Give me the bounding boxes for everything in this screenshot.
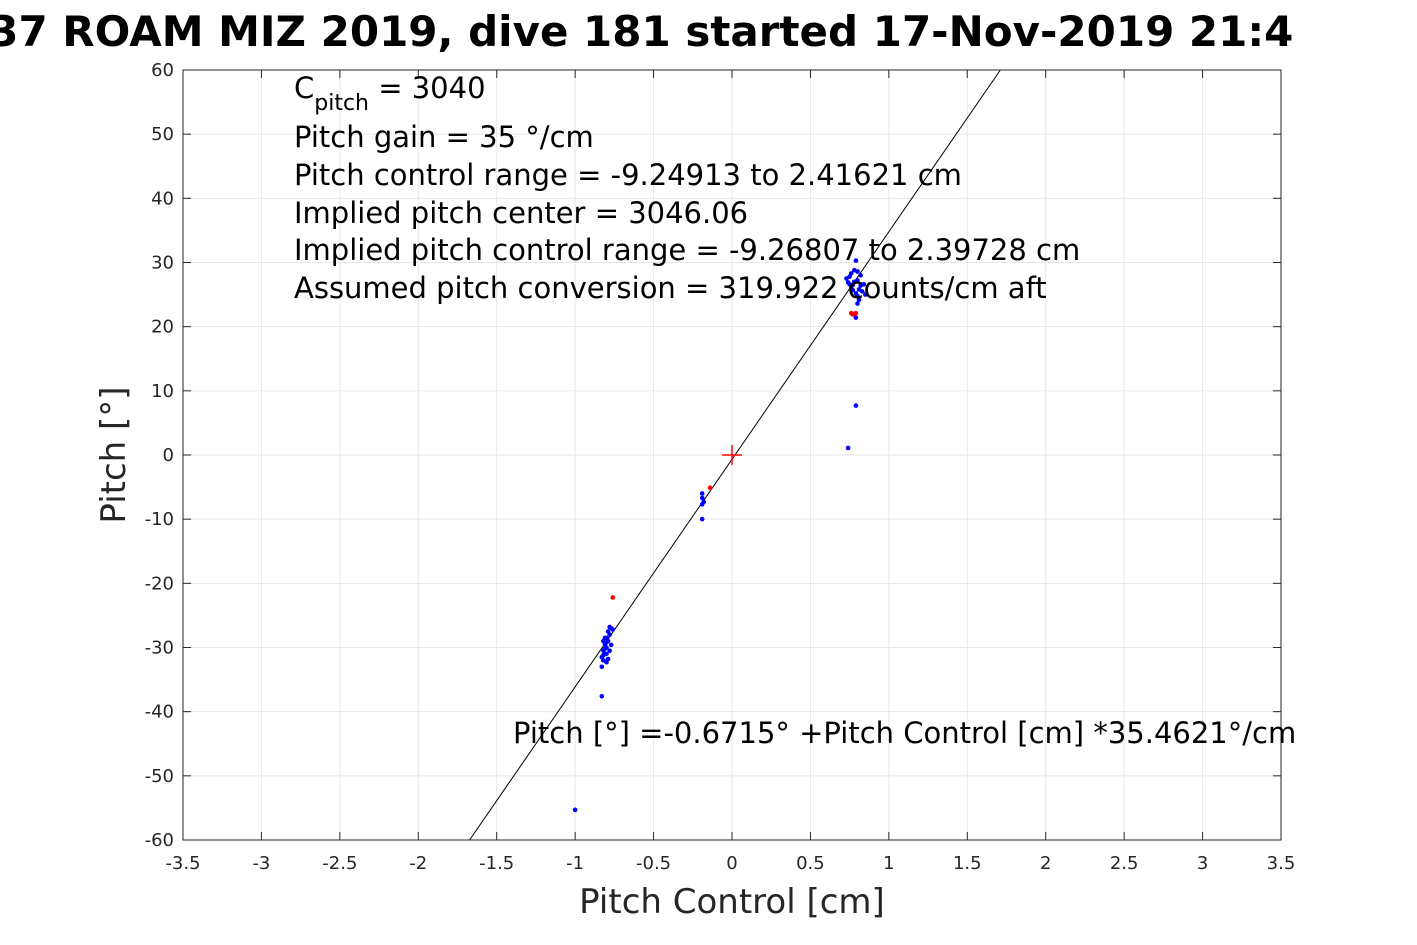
x-tick-label: 0: [726, 853, 737, 874]
data-points: [572, 258, 868, 813]
data-point-blue: [604, 640, 609, 645]
y-tick-label: -60: [145, 830, 174, 851]
data-point-blue: [853, 403, 859, 408]
data-point-blue: [601, 652, 606, 658]
x-tick-label: -3.5: [165, 853, 200, 874]
x-tick-label: 2.5: [1110, 853, 1139, 874]
x-tick-label: 2: [1040, 853, 1051, 874]
data-point-blue: [607, 624, 612, 630]
x-tick-label: -3: [252, 853, 270, 874]
y-tick-label: 10: [151, 381, 174, 402]
x-tick-label: 3.5: [1267, 853, 1296, 874]
data-point-blue: [607, 648, 612, 654]
center-marker-group: [722, 445, 742, 465]
data-point-blue: [602, 646, 608, 652]
x-tick-label: 3: [1197, 853, 1208, 874]
x-tick-label: -1.5: [479, 853, 514, 874]
annotation-block: Cpitch = 3040 Pitch gain = 35 °/cm Pitch…: [294, 71, 1296, 750]
y-tick-label: -50: [145, 766, 174, 787]
annotation-implied-center: Implied pitch center = 3046.06: [294, 196, 748, 230]
annotation-implied-range: Implied pitch control range = -9.26807 t…: [294, 233, 1080, 267]
y-tick-label: -20: [145, 573, 174, 594]
annotation-pitch-gain: Pitch gain = 35 °/cm: [294, 120, 594, 154]
data-point-blue: [853, 315, 859, 320]
data-point-blue: [855, 293, 860, 299]
data-point-blue: [699, 502, 705, 507]
data-point-blue: [852, 267, 857, 273]
x-tick-label: -2.5: [322, 853, 357, 874]
data-point-blue: [858, 273, 863, 278]
annotation-fit-equation: Pitch [°] =-0.6715° +Pitch Control [cm] …: [513, 716, 1296, 750]
data-point-blue: [847, 282, 852, 287]
x-tick-label: -0.5: [636, 853, 671, 874]
data-point-red: [707, 485, 713, 491]
data-point-red: [610, 595, 616, 600]
x-tick-label: 1.5: [953, 853, 982, 874]
y-axis-label: Pitch [°]: [94, 386, 134, 523]
x-tick-label: 0.5: [796, 853, 825, 874]
y-tick-label: 50: [151, 124, 174, 145]
data-point-blue: [845, 445, 851, 451]
data-point-blue: [699, 516, 705, 522]
data-point-blue: [863, 292, 868, 297]
x-tick-label: -2: [409, 853, 427, 874]
y-tick-label: -10: [145, 509, 174, 530]
data-point-blue: [861, 282, 867, 287]
y-tick-label: 30: [151, 253, 174, 274]
data-point-blue: [855, 301, 860, 306]
y-tick-label: -40: [145, 702, 174, 723]
y-tick-label: 60: [151, 60, 174, 81]
annotation-c-pitch: Cpitch = 3040: [294, 71, 486, 116]
data-point-blue: [608, 642, 614, 648]
data-point-blue: [699, 495, 705, 501]
data-point-blue: [599, 693, 605, 699]
x-tick-label: -1: [566, 853, 584, 874]
annotation-assumed-conversion: Assumed pitch conversion = 319.922 count…: [294, 271, 1047, 305]
annotation-c-pitch-sub: pitch: [314, 91, 369, 116]
plot-area: -3.5 -3 -2.5 -2 -1.5 -1 -0.5 0 0.5 1 1.5 2 2.5 3 3.5 -6…: [145, 60, 1296, 874]
data-point-blue: [605, 629, 611, 634]
annotation-pitch-control-range: Pitch control range = -9.24913 to 2.4162…: [294, 158, 962, 192]
data-point-blue: [602, 635, 608, 641]
annotation-c-pitch-main: C: [294, 71, 314, 105]
data-point-blue: [856, 297, 862, 303]
data-point-blue: [604, 659, 609, 665]
y-tick-label: 0: [163, 445, 174, 466]
data-point-blue: [853, 258, 859, 263]
data-point-blue: [572, 807, 578, 813]
data-point-blue: [599, 664, 605, 670]
data-point-blue: [699, 491, 705, 496]
x-axis-label: Pitch Control [cm]: [579, 882, 885, 922]
data-point-blue: [855, 278, 860, 283]
x-tick-label: 1: [883, 853, 894, 874]
axis-ticks: -3.5 -3 -2.5 -2 -1.5 -1 -0.5 0 0.5 1 1.5 2 2.5 3 3.5 -6…: [145, 60, 1296, 874]
data-point-red: [853, 310, 859, 316]
y-tick-label: -30: [145, 638, 174, 659]
data-point-blue: [610, 627, 616, 632]
y-tick-label: 40: [151, 188, 174, 209]
chart-title: 537 ROAM MIZ 2019, dive 181 started 17-N…: [0, 7, 1293, 56]
y-tick-label: 20: [151, 317, 174, 338]
data-point-blue: [859, 289, 865, 294]
data-point-blue: [848, 271, 854, 276]
data-point-blue: [850, 287, 856, 293]
annotation-c-pitch-value: = 3040: [369, 71, 486, 105]
